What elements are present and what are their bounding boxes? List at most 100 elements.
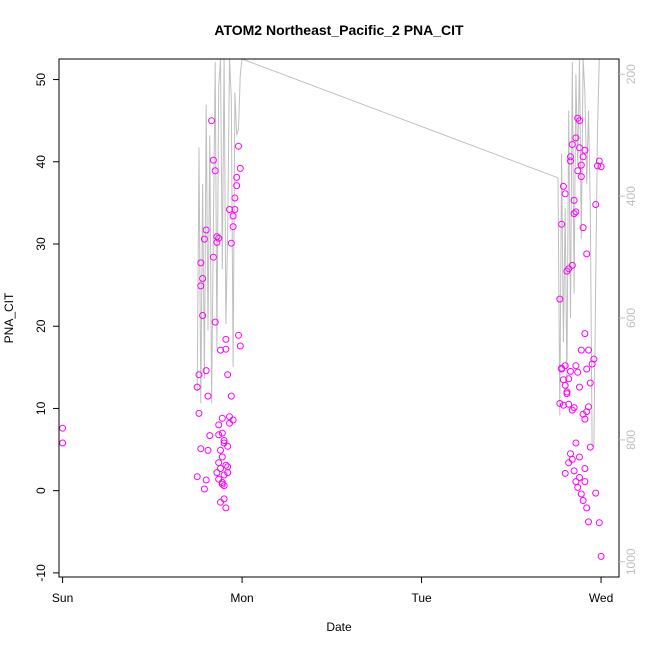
data-point <box>577 490 585 498</box>
data-point <box>556 400 564 407</box>
data-point <box>226 419 233 427</box>
data-point <box>570 404 578 412</box>
data-point <box>208 117 216 125</box>
data-point <box>577 346 585 354</box>
data-point <box>217 446 224 454</box>
data-point <box>231 206 239 213</box>
data-point <box>581 330 589 338</box>
data-point <box>218 429 226 437</box>
data-point <box>570 467 578 475</box>
data-point <box>220 482 228 490</box>
data-point <box>559 182 567 190</box>
y2-tick-label: 400 <box>624 186 638 206</box>
data-point <box>561 190 569 198</box>
data-point <box>229 212 237 220</box>
data-point <box>581 478 589 486</box>
data-point <box>193 473 201 481</box>
data-point <box>574 167 582 175</box>
data-point <box>585 403 592 411</box>
data-point <box>583 408 591 416</box>
data-point <box>561 381 569 389</box>
data-point <box>583 250 591 258</box>
data-point <box>200 485 208 493</box>
data-point <box>211 318 219 326</box>
y-tick-label: -10 <box>34 564 48 582</box>
data-point <box>197 282 205 290</box>
data-point <box>576 474 583 481</box>
data-point <box>567 153 574 161</box>
data-point <box>222 461 230 469</box>
data-point <box>565 459 573 467</box>
data-point <box>202 476 210 484</box>
data-point <box>576 117 583 125</box>
data-point <box>235 142 242 150</box>
data-point <box>222 335 230 343</box>
data-point <box>574 368 582 376</box>
data-point <box>556 295 564 303</box>
data-point <box>568 261 576 269</box>
y2-tick-label: 1000 <box>624 548 638 575</box>
data-point <box>567 157 574 165</box>
data-point <box>199 275 207 282</box>
data-point <box>220 437 228 444</box>
data-point <box>195 409 203 417</box>
data-point <box>563 390 571 398</box>
data-point <box>592 201 600 208</box>
data-point <box>581 146 589 154</box>
data-point <box>213 469 221 477</box>
data-point <box>586 443 594 451</box>
data-point <box>226 206 233 213</box>
x-tick-label: Wed <box>589 591 613 605</box>
data-point <box>204 446 212 454</box>
data-point <box>217 465 224 472</box>
data-point <box>568 455 576 463</box>
data-point <box>594 162 601 170</box>
data-point <box>570 210 578 218</box>
x-tick-label: Mon <box>230 591 253 605</box>
secondary-y-axis: 200 400 600 800 1000 <box>619 64 638 575</box>
data-point <box>558 220 566 228</box>
data-point <box>215 234 223 242</box>
data-point <box>215 475 223 483</box>
plot-frame <box>58 58 620 578</box>
data-point <box>197 259 205 267</box>
data-point <box>202 367 210 375</box>
data-point <box>199 312 207 319</box>
data-point <box>227 392 235 400</box>
data-point <box>209 253 217 261</box>
data-point <box>572 439 580 447</box>
y-tick-label: 20 <box>34 319 48 333</box>
data-point <box>224 463 232 471</box>
x-axis-title: Date <box>326 620 352 634</box>
data-point <box>59 439 67 447</box>
data-point <box>586 379 594 387</box>
pressure-line <box>196 58 602 447</box>
data-point <box>577 161 585 169</box>
data-point <box>565 375 573 383</box>
y2-tick-label: 800 <box>624 430 638 450</box>
data-point <box>565 400 573 408</box>
data-point <box>218 453 226 461</box>
data-point <box>236 342 244 350</box>
data-point <box>224 442 232 450</box>
data-points <box>59 114 605 560</box>
pressure-trace <box>196 58 602 447</box>
data-point <box>235 331 242 339</box>
data-point <box>567 367 574 375</box>
data-point <box>209 156 217 164</box>
data-point <box>558 365 566 373</box>
data-point <box>579 497 587 504</box>
data-point <box>576 383 583 391</box>
data-point <box>217 498 224 506</box>
y-tick-label: 50 <box>34 73 48 87</box>
data-point <box>220 471 228 479</box>
data-point <box>559 401 567 409</box>
data-point <box>202 226 210 234</box>
data-point <box>215 421 223 429</box>
y2-tick-label: 600 <box>624 308 638 328</box>
data-point <box>224 371 232 379</box>
data-point <box>574 483 582 491</box>
data-point <box>193 383 201 391</box>
data-point <box>579 224 587 232</box>
data-point <box>567 450 574 458</box>
